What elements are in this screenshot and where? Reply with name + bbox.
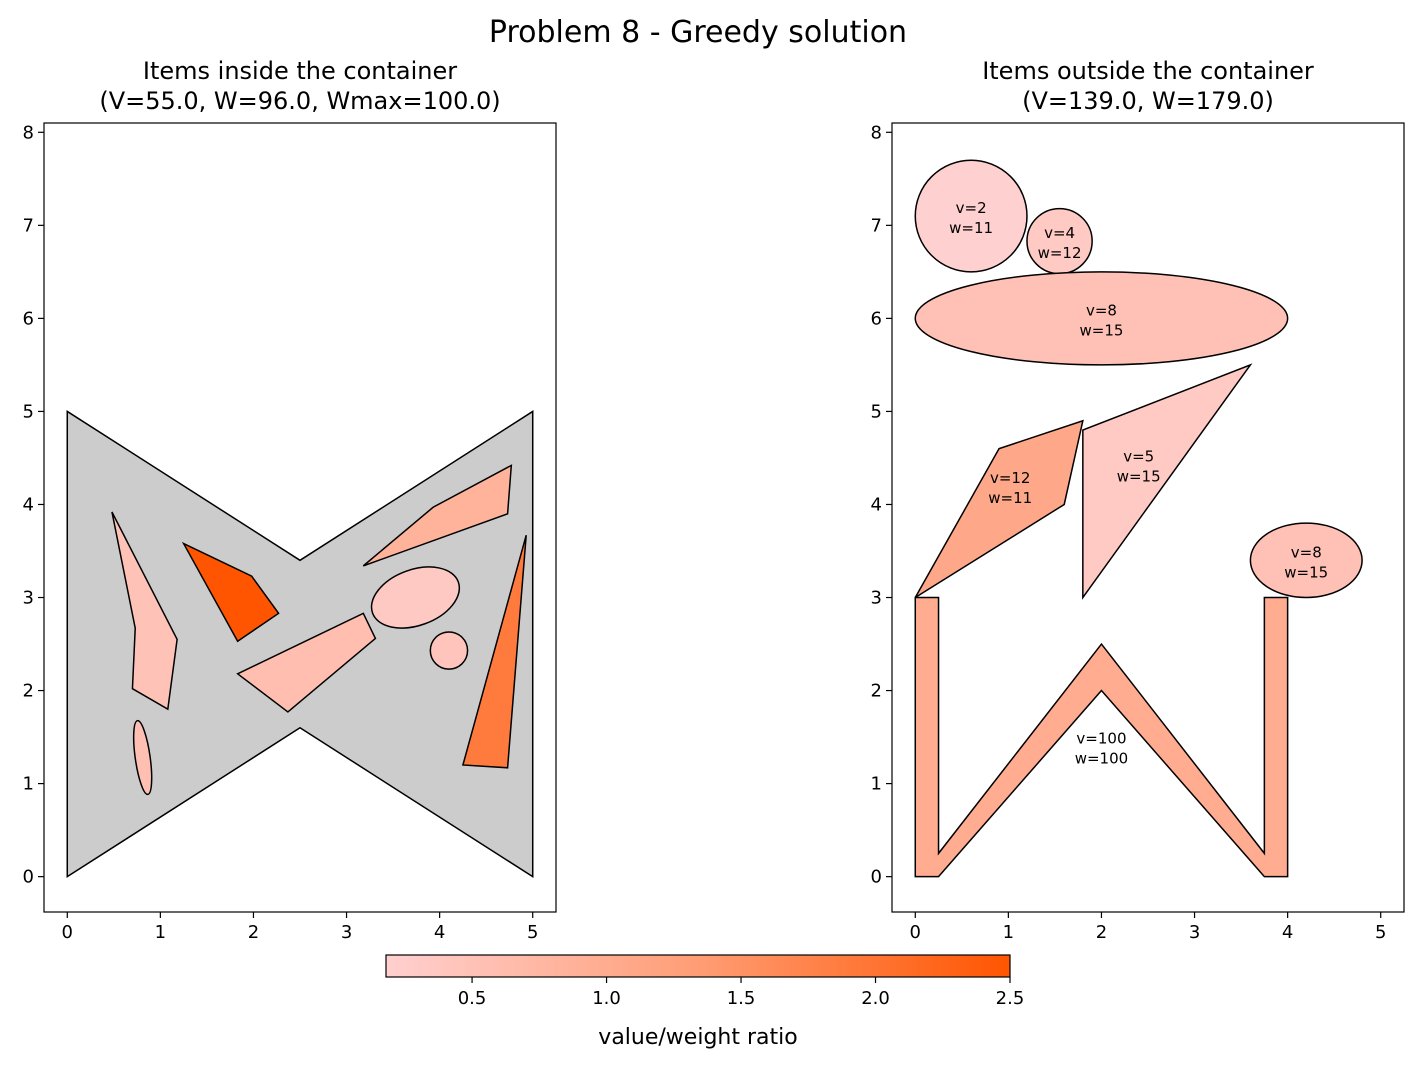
outside-item-2-value-label: v=4 xyxy=(1044,224,1075,242)
colorbar-ticks: 0.5 1.0 1.5 2.0 2.5 xyxy=(458,977,1025,1009)
panel-inside-ticks: 0 1 2 3 4 5 0 1 2 3 4 5 6 7 8 xyxy=(23,122,539,943)
outside-item-4 xyxy=(914,419,1084,599)
panel-outside: Items outside the container (V=139.0, W=… xyxy=(871,57,1405,943)
outside-item-5-value-label: v=5 xyxy=(1123,447,1154,465)
outside-ytick-label: 6 xyxy=(871,308,882,329)
outside-item-7 xyxy=(914,596,1289,878)
inside-xtick-label: 1 xyxy=(155,922,166,943)
figure-suptitle: Problem 8 - Greedy solution xyxy=(489,15,907,50)
inside-item-5 xyxy=(429,631,469,670)
outside-ytick-label: 2 xyxy=(871,681,882,702)
inside-ytick-label: 8 xyxy=(23,122,34,143)
colorbar: 0.5 1.0 1.5 2.0 2.5 value/weight ratio xyxy=(385,954,1025,1050)
inside-ytick-label: 5 xyxy=(23,401,34,422)
outside-item-6-weight-label: w=15 xyxy=(1284,563,1328,581)
inside-item-4 xyxy=(370,566,461,629)
outside-item-6-value-label: v=8 xyxy=(1291,543,1322,561)
outside-xtick-label: 4 xyxy=(1282,922,1293,943)
outside-ytick-label: 1 xyxy=(871,774,882,795)
panel-outside-axes-frame xyxy=(891,122,1405,913)
colorbar-tick-label: 1.0 xyxy=(592,988,621,1009)
inside-xtick-label: 4 xyxy=(434,922,445,943)
outside-item-6 xyxy=(1249,522,1363,599)
outside-item-2-weight-label: w=12 xyxy=(1038,244,1082,262)
inside-item-7 xyxy=(461,534,527,769)
panel-outside-title-line2: (V=139.0, W=179.0) xyxy=(1022,87,1274,115)
outside-item-3-weight-label: w=15 xyxy=(1079,321,1123,339)
outside-item-4-weight-label: w=11 xyxy=(988,489,1032,507)
inside-ytick-label: 1 xyxy=(23,774,34,795)
panel-outside-plot-area: v=2 w=11 v=4 w=12 v=8 w=15 v=12 w=11 v=5 w=15 v=8 w… xyxy=(914,159,1363,878)
inside-xtick-label: 3 xyxy=(341,922,352,943)
outside-item-1-weight-label: w=11 xyxy=(949,219,993,237)
inside-item-2 xyxy=(181,541,280,643)
outside-item-1-value-label: v=2 xyxy=(956,199,987,217)
panel-inside: Items inside the container (V=55.0, W=96… xyxy=(23,57,557,943)
colorbar-tick-label: 1.5 xyxy=(727,988,756,1009)
outside-ytick-label: 8 xyxy=(871,122,882,143)
outside-xtick-label: 1 xyxy=(1003,922,1014,943)
outside-item-3 xyxy=(914,271,1289,366)
colorbar-tick-label: 2.5 xyxy=(996,988,1025,1009)
outside-item-5 xyxy=(1082,363,1253,600)
inside-ytick-label: 0 xyxy=(23,867,34,888)
inside-ytick-label: 2 xyxy=(23,681,34,702)
colorbar-gradient xyxy=(385,954,1011,978)
inside-item-3 xyxy=(362,464,513,567)
panel-inside-title-line2: (V=55.0, W=96.0, Wmax=100.0) xyxy=(99,87,500,115)
outside-xtick-label: 2 xyxy=(1096,922,1107,943)
inside-ytick-label: 4 xyxy=(23,494,34,515)
outside-item-7-value-label: v=100 xyxy=(1076,729,1126,747)
outside-item-4-value-label: v=12 xyxy=(990,469,1031,487)
colorbar-tick-label: 0.5 xyxy=(458,988,487,1009)
inside-ytick-label: 6 xyxy=(23,308,34,329)
inside-xtick-label: 5 xyxy=(527,922,538,943)
panel-outside-ticks: 0 1 2 3 4 5 0 1 2 3 4 5 6 7 8 xyxy=(871,122,1387,943)
outside-item-1 xyxy=(914,159,1028,273)
outside-xtick-label: 5 xyxy=(1375,922,1386,943)
inside-xtick-label: 0 xyxy=(62,922,73,943)
inside-ytick-label: 7 xyxy=(23,215,34,236)
outside-ytick-label: 4 xyxy=(871,494,882,515)
outside-item-7-weight-label: w=100 xyxy=(1075,749,1128,767)
panel-inside-plot-area xyxy=(66,410,534,879)
outside-item-5-weight-label: w=15 xyxy=(1117,467,1161,485)
outside-item-3-value-label: v=8 xyxy=(1086,301,1117,319)
inside-ytick-label: 3 xyxy=(23,588,34,609)
panel-inside-title-line1: Items inside the container xyxy=(143,57,457,85)
outside-ytick-label: 3 xyxy=(871,588,882,609)
panel-inside-axes-frame xyxy=(43,122,557,913)
outside-ytick-label: 0 xyxy=(871,867,882,888)
inside-xtick-label: 2 xyxy=(248,922,259,943)
outside-xtick-label: 0 xyxy=(910,922,921,943)
inside-item-6 xyxy=(236,612,377,713)
outside-xtick-label: 3 xyxy=(1189,922,1200,943)
outside-ytick-label: 5 xyxy=(871,401,882,422)
colorbar-label: value/weight ratio xyxy=(598,1025,797,1050)
panel-outside-title-line1: Items outside the container xyxy=(982,57,1314,85)
colorbar-tick-label: 2.0 xyxy=(861,988,890,1009)
inside-item-8 xyxy=(132,719,153,796)
inside-item-1 xyxy=(111,511,178,711)
outside-ytick-label: 7 xyxy=(871,215,882,236)
